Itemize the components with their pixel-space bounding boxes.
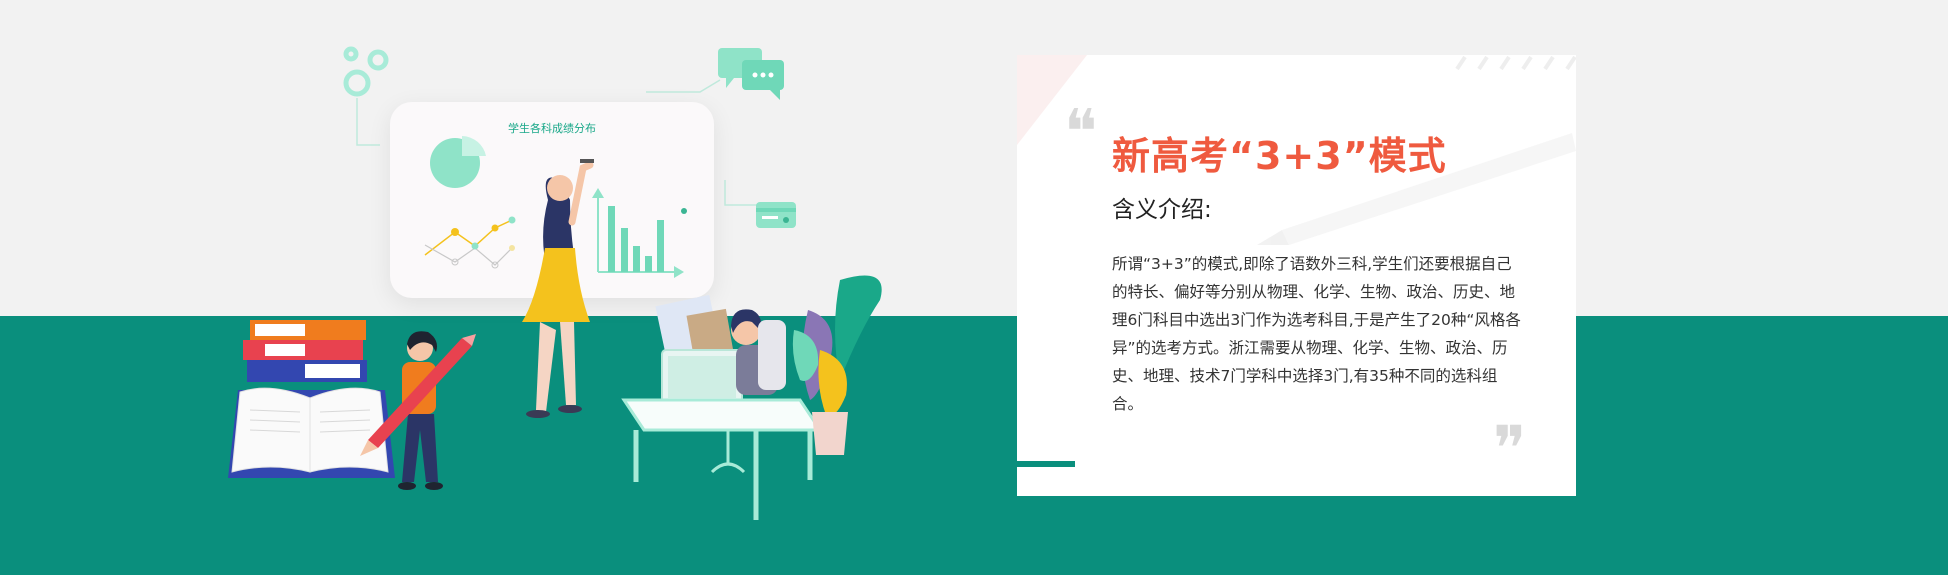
connector-lines <box>356 79 760 206</box>
card-headline: 新高考“3+3”模式 <box>1112 134 1447 178</box>
man-at-desk <box>731 309 786 395</box>
top-background <box>0 0 1948 316</box>
credit-card-icon <box>756 202 796 228</box>
education-illustration <box>228 46 882 520</box>
open-quote-icon: ❝ <box>1064 95 1098 168</box>
book-stack <box>243 320 367 382</box>
bar-chart-icon <box>592 188 687 278</box>
plant-icon <box>792 275 882 455</box>
board-title: 学生各科成绩分布 <box>508 122 596 135</box>
desk <box>621 398 823 520</box>
card-body-text: 所谓“3+3”的模式,即除了语数外三科,学生们还要根据自己的特长、偏好等分别从物… <box>1112 255 1521 413</box>
woman-presenting <box>522 159 594 418</box>
pencil-icon <box>1257 133 1576 245</box>
computer-icon <box>655 294 743 422</box>
line-chart-icon <box>424 216 516 269</box>
close-quote-icon: ❞ <box>1493 412 1527 485</box>
card-decoration <box>1017 55 1576 245</box>
gear-icon <box>343 46 389 97</box>
book-icon <box>228 387 395 478</box>
card-subheading: 含义介绍: <box>1112 197 1212 223</box>
info-card: ❝ 新高考“3+3”模式 含义介绍: 所谓“3+3”的模式,即除了语数外三科,学… <box>1017 55 1576 496</box>
chat-bubble-icon <box>718 48 784 100</box>
card-accent-bar <box>1017 461 1075 467</box>
pie-chart-icon <box>430 136 486 188</box>
pencil-icon <box>360 334 476 456</box>
